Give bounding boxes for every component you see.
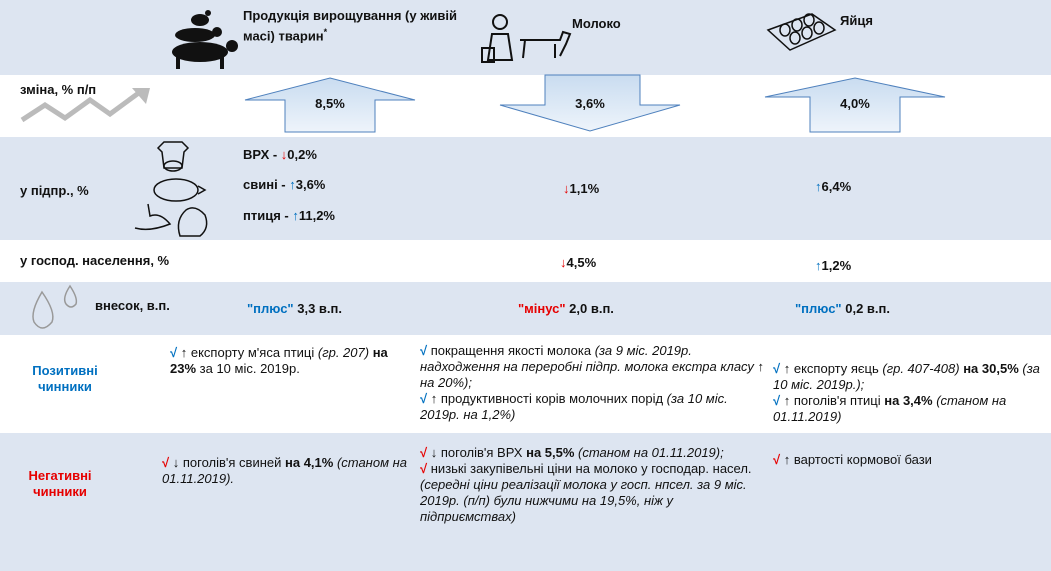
change-value: 3,6% (550, 96, 630, 112)
change-value: 4,0% (815, 96, 895, 112)
eggs-value: ↑6,4% (815, 179, 851, 195)
factor-text: √ ↑ експорту яєць (гр. 407-408) на 30,5%… (773, 361, 1048, 425)
factor-label: Негативні чинники (15, 468, 105, 500)
text-segment: "мінус" (518, 301, 566, 316)
text-segment: 1,2% (822, 258, 852, 273)
milk-value: ↓4,5% (560, 255, 596, 271)
row-label: у господ. населення, % (20, 253, 169, 269)
factor-text: √ ↓ поголів'я свиней на 4,1% (станом на … (162, 455, 412, 487)
text-segment: 3,6% (296, 177, 326, 192)
text-segment: ↑ експорту м'яса птиці (177, 345, 318, 360)
contribution-value: "мінус" 2,0 в.п. (518, 301, 614, 317)
text-segment: ↑ вартості кормової бази (780, 452, 932, 467)
paragraph: √ ↑ експорту м'яса птиці (гр. 207) на 23… (170, 345, 410, 377)
milk-icon (482, 15, 570, 62)
text-segment: "плюс" (247, 301, 294, 316)
text-segment: ↓ поголів'я ВРХ (427, 445, 526, 460)
column-title: Продукція вирощування (у живій масі) тва… (243, 8, 468, 44)
text-segment: покращення якості молока (427, 343, 595, 358)
eggs-icon (768, 14, 835, 50)
text-segment: (гр. 207) (318, 345, 369, 360)
text-segment: 3,3 в.п. (294, 301, 342, 316)
row-label: внесок, в.п. (95, 298, 170, 314)
text-segment: на 5,5% (526, 445, 574, 460)
text-segment: на 20%); (420, 375, 472, 390)
livestock-icon (172, 10, 238, 69)
text-segment: (станом на 01.11.2019); (574, 445, 723, 460)
text-segment: ↑ експорту яєць (780, 361, 882, 376)
text-segment: (гр. 407-408) (882, 361, 959, 376)
text-segment: свині - (243, 177, 289, 192)
paragraph: √ ↑ вартості кормової бази (773, 452, 973, 468)
text-segment: 11,2% (299, 208, 335, 223)
column-title: Яйця (840, 13, 873, 29)
text-segment: ↑ (758, 359, 765, 374)
text-segment: на 3,4% (884, 393, 932, 408)
livestock-item: свині - ↑3,6% (243, 177, 325, 193)
paragraph: √ ↓ поголів'я ВРХ на 5,5% (станом на 01.… (420, 445, 765, 461)
text-segment: птиця - (243, 208, 292, 223)
text-segment: 0,2 в.п. (842, 301, 890, 316)
livestock-item: ВРХ - ↓0,2% (243, 147, 317, 163)
paragraph: √ покращення якості молока (за 9 міс. 20… (420, 343, 765, 391)
text-segment: низькі закупівельні ціни на молоко у гос… (427, 461, 751, 476)
change-value: 8,5% (290, 96, 370, 112)
text-segment: Продукція вирощування (у живій масі) тва… (243, 8, 457, 43)
text-segment: (середні ціни реалізації молока у госп. … (420, 477, 747, 524)
paragraph: √ ↓ поголів'я свиней на 4,1% (станом на … (162, 455, 412, 487)
text-segment: 0,2% (287, 147, 317, 162)
text-segment: 4,5% (567, 255, 597, 270)
milk-value: ↓1,1% (563, 181, 599, 197)
factor-text: √ ↑ експорту м'яса птиці (гр. 207) на 23… (170, 345, 410, 377)
text-segment: за 10 міс. 2019р. (196, 361, 300, 376)
paragraph: √ ↑ експорту яєць (гр. 407-408) на 30,5%… (773, 361, 1048, 393)
text-segment: ВРХ - (243, 147, 281, 162)
animal-icons (135, 142, 207, 236)
paragraph: √ ↑ поголів'я птиці на 3,4% (станом на 0… (773, 393, 1048, 425)
paragraph: √ низькі закупівельні ціни на молоко у г… (420, 461, 765, 525)
text-segment: на 30,5% (960, 361, 1019, 376)
text-segment: 6,4% (822, 179, 852, 194)
text-segment: 2,0 в.п. (566, 301, 614, 316)
row-label: зміна, % п/п (20, 82, 96, 98)
contribution-value: "плюс" 0,2 в.п. (795, 301, 890, 317)
factor-text: √ ↑ вартості кормової бази (773, 452, 973, 468)
contribution-value: "плюс" 3,3 в.п. (247, 301, 342, 317)
text-segment: 1,1% (570, 181, 600, 196)
text-segment: * (324, 27, 328, 37)
factor-label: Позитивні чинники (20, 363, 110, 395)
drop-icon (33, 292, 53, 328)
row-label: у підпр., % (20, 183, 89, 199)
factor-text: √ ↓ поголів'я ВРХ на 5,5% (станом на 01.… (420, 445, 765, 525)
text-segment: "плюс" (795, 301, 842, 316)
text-segment: на 4,1% (285, 455, 333, 470)
infographic: Продукція вирощування (у живій масі) тва… (0, 0, 1051, 571)
text-segment: ↑ продуктивності корів молочних порід (427, 391, 667, 406)
paragraph: √ ↑ продуктивності корів молочних порід … (420, 391, 765, 423)
column-title: Молоко (572, 16, 621, 32)
eggs-value: ↑1,2% (815, 258, 851, 274)
drop-icon (65, 286, 77, 307)
factor-text: √ покращення якості молока (за 9 міс. 20… (420, 343, 765, 423)
text-segment: ↓ поголів'я свиней (169, 455, 285, 470)
text-segment: ↑ поголів'я птиці (780, 393, 884, 408)
livestock-item: птиця - ↑11,2% (243, 208, 335, 224)
